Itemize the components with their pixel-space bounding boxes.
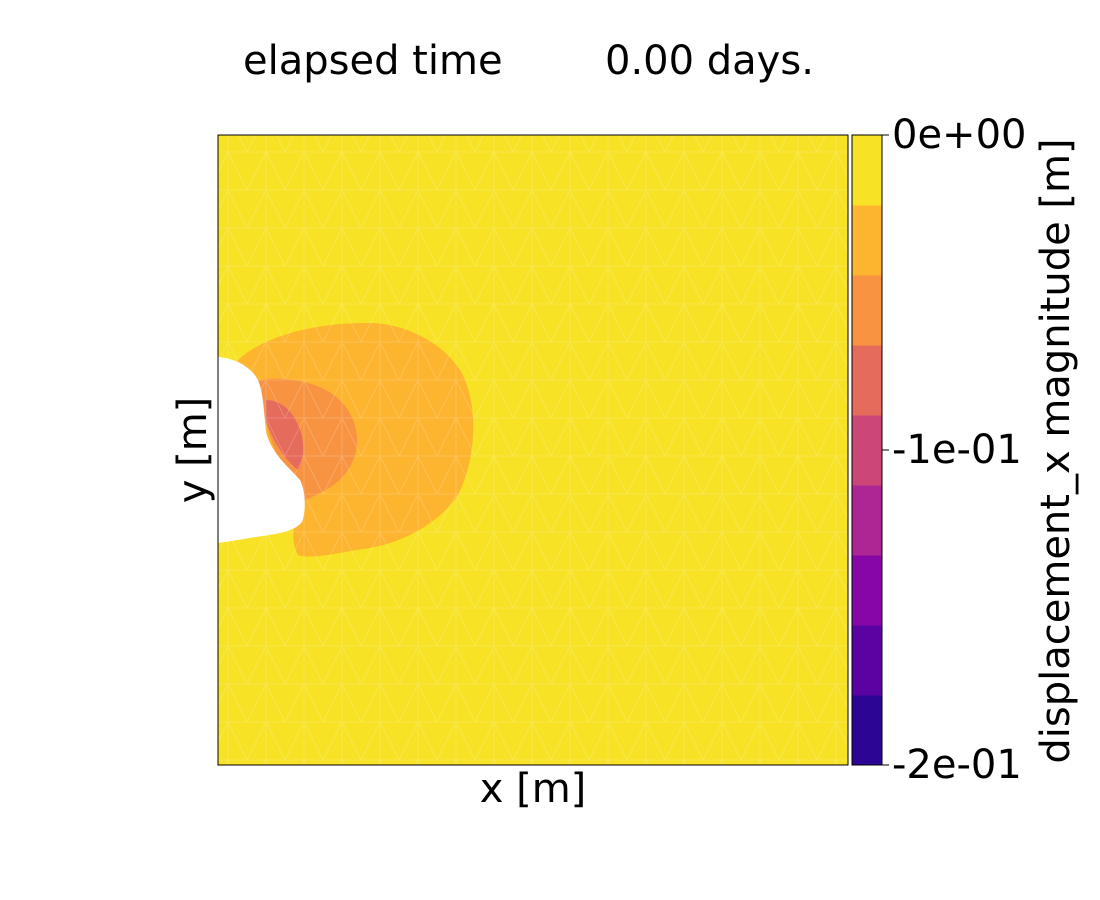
colorbar-tick-label: 0e+00 (892, 112, 1027, 158)
colorbar-tick-label: -2e-01 (892, 742, 1022, 788)
colorbar-segment (852, 555, 882, 626)
cavity (218, 357, 305, 543)
colorbar-tick-label: -1e-01 (892, 427, 1022, 473)
title-days-value: 0.00 days. (605, 38, 814, 84)
colorbar-segment (852, 625, 882, 696)
colorbar (852, 135, 882, 766)
colorbar-segment (852, 205, 882, 276)
x-axis-label: x [m] (479, 766, 587, 812)
plot-area (218, 135, 848, 765)
colorbar-ticks (882, 134, 889, 766)
mesh-overlay (218, 135, 848, 765)
y-axis-label: y [m] (170, 396, 216, 504)
plot-frame (217, 134, 849, 766)
colorbar-segment (852, 695, 882, 766)
colorbar-label: displacement_x magnitude [m] (1033, 138, 1079, 764)
colorbar-segment (852, 415, 882, 486)
colorbar-segment (852, 135, 882, 206)
colorbar-segment (852, 345, 882, 416)
title-elapsed-time: elapsed time (243, 38, 503, 84)
colorbar-segment (852, 275, 882, 346)
colorbar-segment (852, 485, 882, 556)
